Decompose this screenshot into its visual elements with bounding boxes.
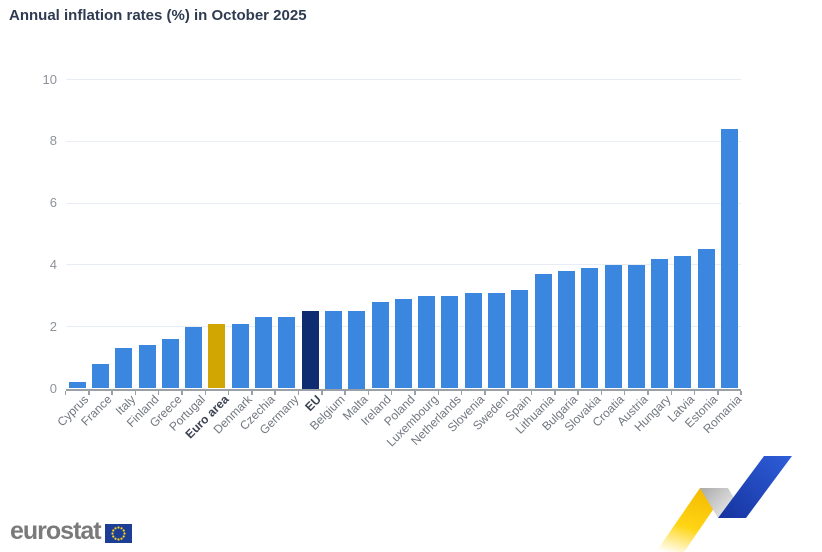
y-axis-tick-label: 2	[49, 318, 57, 334]
x-axis-tick	[367, 390, 370, 395]
x-axis-tick	[344, 390, 346, 395]
eu-flag-icon	[104, 523, 132, 543]
bar-poland[interactable]	[394, 298, 412, 389]
chart-title: Annual inflation rates (%) in October 20…	[9, 7, 307, 24]
bar-france[interactable]	[91, 363, 109, 389]
x-axis-tick	[507, 390, 509, 395]
x-axis-tick	[227, 390, 230, 395]
bar-greece[interactable]	[161, 339, 179, 389]
x-axis-tick	[554, 390, 556, 395]
x-axis-tick	[670, 390, 673, 395]
y-axis-tick-label: 10	[42, 71, 57, 87]
gridline-8	[65, 140, 741, 142]
gridline-4	[65, 264, 741, 266]
x-axis-tick	[600, 390, 603, 395]
x-axis-tick	[274, 390, 276, 395]
x-axis-tick	[204, 390, 207, 395]
bar-austria[interactable]	[627, 264, 645, 389]
x-axis-tick	[111, 390, 113, 395]
bar-denmark[interactable]	[231, 323, 249, 389]
x-axis-tick	[437, 390, 440, 395]
x-axis-tick	[134, 390, 137, 395]
bar-hungary[interactable]	[651, 258, 669, 389]
x-axis-tick	[717, 390, 719, 395]
y-axis-tick-label: 4	[49, 256, 57, 272]
bar-spain[interactable]	[511, 289, 529, 389]
x-axis-tick	[740, 390, 742, 395]
y-axis-tick-label: 0	[49, 380, 57, 396]
bar-lithuania[interactable]	[534, 274, 552, 389]
bar-netherlands[interactable]	[441, 295, 459, 389]
x-axis-tick	[414, 390, 416, 395]
x-axis-tick	[577, 390, 579, 395]
x-axis-tick	[460, 390, 463, 395]
eurostat-logo[interactable]: eurostat	[10, 519, 132, 544]
x-axis-tick	[157, 390, 160, 395]
bar-malta[interactable]	[348, 311, 366, 389]
x-axis-tick	[647, 390, 649, 395]
x-axis-tick	[64, 390, 67, 395]
x-axis-tick	[297, 390, 300, 395]
bar-croatia[interactable]	[604, 264, 622, 389]
bar-italy[interactable]	[115, 348, 133, 389]
bar-eu[interactable]	[301, 311, 319, 389]
y-axis-tick-label: 8	[49, 133, 57, 149]
bar-latvia[interactable]	[674, 255, 692, 389]
bar-estonia[interactable]	[697, 249, 715, 389]
x-axis-tick	[484, 390, 486, 395]
bar-cyprus[interactable]	[68, 382, 86, 389]
bar-portugal[interactable]	[185, 326, 203, 389]
x-axis-tick	[530, 390, 533, 395]
x-axis-tick	[181, 390, 183, 395]
bar-germany[interactable]	[278, 317, 296, 389]
bar-luxembourg[interactable]	[418, 295, 436, 389]
gridline-10	[65, 79, 741, 80]
x-axis-tick	[693, 390, 696, 395]
x-axis-tick	[251, 390, 253, 395]
gridline-6	[65, 202, 741, 204]
bar-bulgaria[interactable]	[557, 271, 575, 389]
bar-slovakia[interactable]	[581, 267, 599, 389]
x-axis-tick	[623, 390, 626, 395]
bar-romania[interactable]	[721, 128, 739, 389]
x-axis-tick	[390, 390, 393, 395]
bar-euro-area[interactable]	[208, 323, 226, 389]
bar-finland[interactable]	[138, 345, 156, 389]
eurostat-wordmark: eurostat	[10, 517, 102, 545]
x-axis-tick	[88, 390, 90, 395]
y-axis-tick-label: 6	[49, 195, 57, 211]
bar-belgium[interactable]	[324, 311, 342, 389]
bar-ireland[interactable]	[371, 301, 389, 389]
bar-slovenia[interactable]	[464, 292, 482, 389]
eurostat-zigzag-decoration	[656, 456, 792, 552]
x-axis-tick	[321, 390, 323, 395]
bar-sweden[interactable]	[488, 292, 506, 389]
x-axis-line	[65, 388, 741, 391]
bar-czechia[interactable]	[255, 317, 273, 389]
